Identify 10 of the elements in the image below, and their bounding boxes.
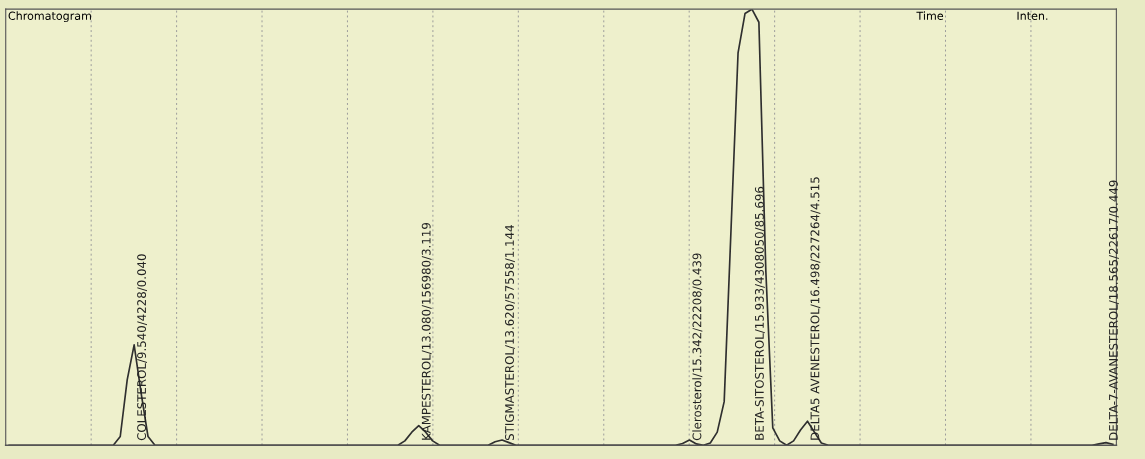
annotation: BETA-SITOSTEROL/15.933/4308050/85.696 — [754, 186, 765, 440]
annotation: DELTA-7-AVANESTEROL/18.565/22617/0.449 — [1108, 180, 1119, 440]
annotation: COLESTEROL/9.540/4228/0.040 — [137, 254, 147, 441]
annotation: Time — [916, 11, 944, 20]
annotation: Inten. — [1017, 11, 1048, 20]
chart-title: Chromatogram — [8, 11, 91, 23]
annotation: Clerosterol/15.342/22208/0.439 — [692, 253, 703, 441]
annotation: STIGMASTEROL/13.620/57558/1.144 — [505, 225, 515, 441]
annotation: KAMPESTEROL/13.080/156980/3.119 — [421, 222, 432, 440]
annotation: DELTA5 AVENESTEROL/16.498/227264/4.515 — [810, 177, 821, 440]
